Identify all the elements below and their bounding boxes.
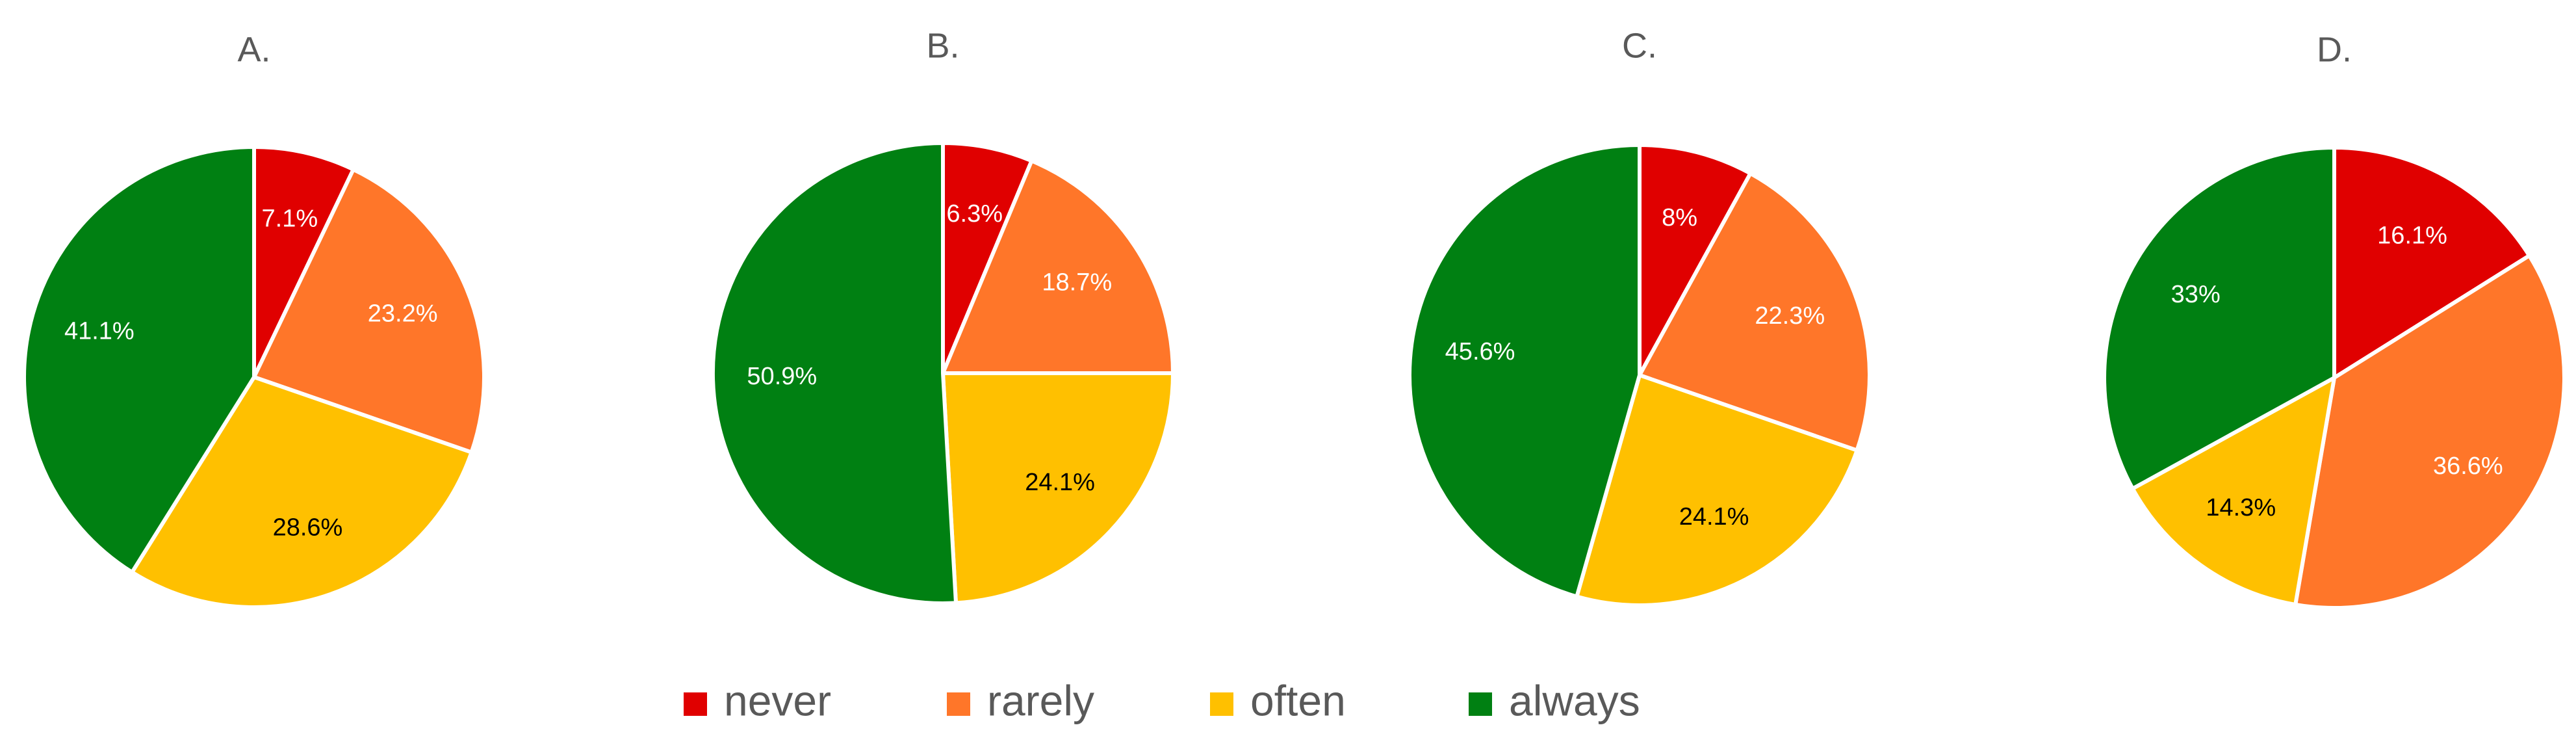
pie-title: A. bbox=[237, 30, 270, 69]
legend-label-never: never bbox=[724, 676, 831, 724]
slice-label-rarely: 18.7% bbox=[1042, 269, 1112, 296]
slice-label-rarely: 22.3% bbox=[1755, 302, 1825, 330]
pie-panels: A. 7.1% 23.2% 28.6% 41.1% B. 6.3% 18.7% 24.1% 50.… bbox=[22, 26, 2566, 610]
slice-label-never: 16.1% bbox=[2377, 222, 2447, 249]
pie-slice-always bbox=[2102, 146, 2336, 491]
slice-label-always: 41.1% bbox=[64, 318, 135, 345]
legend-item-always: always bbox=[1469, 676, 1640, 724]
slice-label-always: 33% bbox=[2171, 281, 2221, 308]
pie-slice-rarely bbox=[941, 159, 1175, 375]
pie-slice-never bbox=[252, 145, 355, 379]
slice-label-never: 6.3% bbox=[946, 200, 1003, 228]
legend-item-never: never bbox=[684, 676, 831, 724]
legend: never rarely often always bbox=[684, 676, 1640, 724]
slice-label-rarely: 23.2% bbox=[368, 300, 438, 327]
slice-label-often: 28.6% bbox=[273, 514, 343, 542]
pie-chart-1: A. 7.1% 23.2% 28.6% 41.1% bbox=[22, 30, 486, 609]
pie-chart-3: C. 8% 22.3% 24.1% 45.6% bbox=[1408, 26, 1872, 607]
pie-chart-2: B. 6.3% 18.7% 24.1% 50.9% bbox=[710, 26, 1175, 605]
pie-slice-often bbox=[941, 371, 1175, 605]
pie-slice-often bbox=[2130, 376, 2336, 607]
legend-item-often: often bbox=[1210, 676, 1346, 724]
slice-label-often: 24.1% bbox=[1025, 469, 1095, 496]
pie-slice-never bbox=[1638, 143, 1753, 377]
pie-slice-often bbox=[130, 375, 474, 609]
legend-swatch-often bbox=[1210, 692, 1233, 716]
legend-label-rarely: rarely bbox=[987, 676, 1094, 724]
legend-label-always: always bbox=[1509, 676, 1640, 724]
slice-label-often: 24.1% bbox=[1679, 503, 1749, 531]
pie-slice-always bbox=[1408, 143, 1642, 599]
legend-label-often: often bbox=[1250, 676, 1346, 724]
legend-swatch-rarely bbox=[947, 692, 970, 716]
slice-label-always: 45.6% bbox=[1445, 338, 1515, 365]
slice-label-never: 8% bbox=[1662, 204, 1697, 231]
pie-slice-always bbox=[710, 141, 959, 605]
pie-slice-rarely bbox=[252, 167, 486, 454]
legend-swatch-always bbox=[1469, 692, 1492, 716]
pie-chart-4: D. 16.1% 36.6% 14.3% 33% bbox=[2102, 30, 2566, 610]
pie-slice-always bbox=[22, 145, 256, 575]
slice-label-rarely: 36.6% bbox=[2433, 453, 2503, 480]
pie-title: C. bbox=[1622, 26, 1657, 65]
pie-slice-never bbox=[2332, 146, 2532, 380]
legend-item-rarely: rarely bbox=[947, 676, 1094, 724]
slice-label-always: 50.9% bbox=[747, 363, 817, 390]
slice-label-never: 7.1% bbox=[262, 205, 318, 232]
pie-slice-rarely bbox=[1638, 171, 1872, 453]
slice-label-often: 14.3% bbox=[2206, 494, 2276, 521]
pie-slice-often bbox=[1575, 373, 1859, 607]
legend-swatch-never bbox=[684, 692, 707, 716]
pie-slice-rarely bbox=[2293, 254, 2566, 610]
pie-title: B. bbox=[926, 26, 959, 65]
pie-title: D. bbox=[2317, 30, 2352, 69]
